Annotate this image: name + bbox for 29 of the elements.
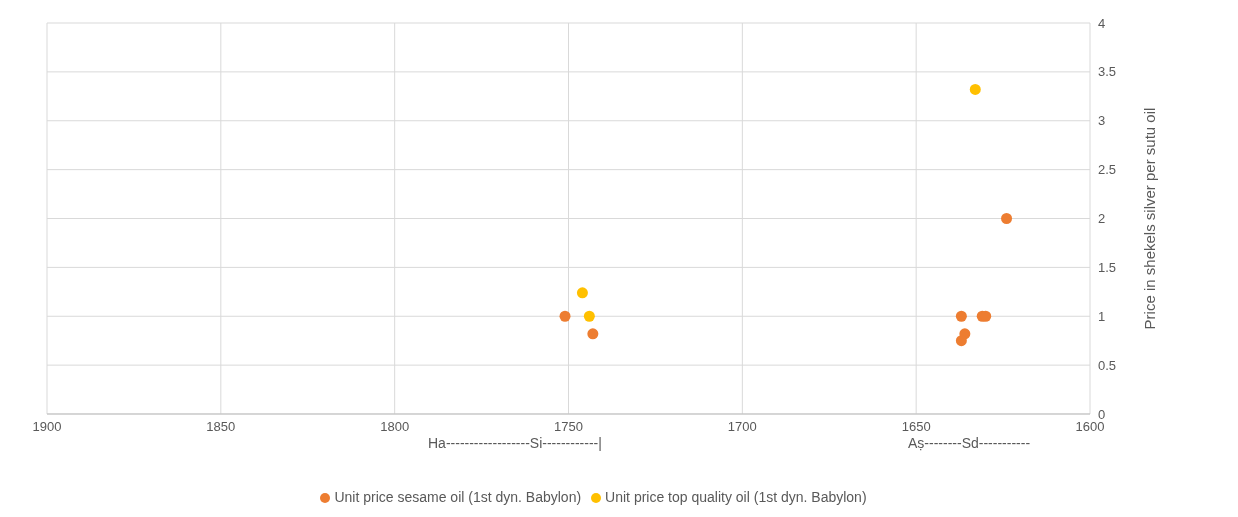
point (955, 335, 967, 347)
point (587, 328, 599, 340)
point (583, 310, 595, 322)
legend-label: Unit price top quality oil (1st dyn. Babylon) (605, 489, 867, 505)
y-tick-label: 0 (1098, 406, 1106, 422)
x-tick-label: 1600 (1075, 419, 1105, 435)
point (559, 310, 571, 322)
x-tick-label: 1750 (554, 419, 583, 435)
x-tick-label: 1800 (380, 419, 410, 435)
y-tick-label: 0.5 (1098, 357, 1117, 373)
x-tick-label: 1700 (727, 419, 757, 435)
point (955, 310, 967, 322)
y-axis-title: Price in shekels silver per sutu oil (1141, 107, 1159, 330)
x-tick-label: 1900 (32, 419, 62, 435)
y-tick-label: 1.5 (1098, 259, 1117, 275)
point (969, 83, 981, 95)
y-tick-label: 3.5 (1098, 64, 1117, 80)
y-tick-label: 4 (1098, 15, 1106, 31)
text: Aṣ--------Sd----------- (908, 435, 1031, 451)
legend-label: Unit price sesame oil (1st dyn. Babylon) (334, 489, 582, 505)
y-tick-label: 3 (1098, 113, 1106, 129)
point (1001, 213, 1013, 224)
y-tick-label: 1 (1098, 308, 1106, 324)
y-tick-label: 2.5 (1098, 162, 1117, 178)
point (576, 287, 588, 299)
text: Ha------------------Si------------| (428, 435, 602, 451)
x-tick-label: 1650 (901, 419, 931, 435)
x-tick-label: 1850 (206, 419, 236, 435)
y-tick-label: 2 (1098, 211, 1106, 227)
